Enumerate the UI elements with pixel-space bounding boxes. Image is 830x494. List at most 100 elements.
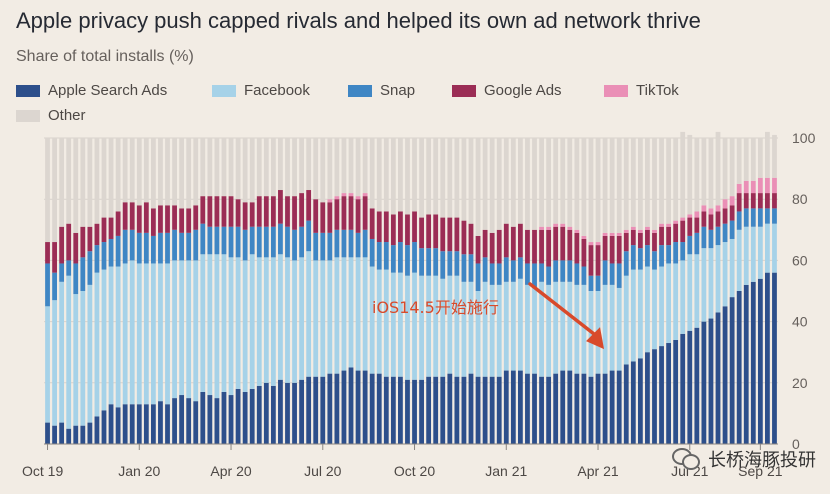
bar-segment	[334, 196, 340, 200]
bar-segment	[602, 232, 608, 236]
bar-segment	[285, 138, 290, 197]
bar-segment	[87, 422, 93, 444]
bar-segment	[45, 138, 50, 243]
bar-segment	[729, 238, 735, 298]
bar-segment	[708, 138, 714, 209]
bar-segment	[673, 339, 679, 444]
bar-segment	[708, 229, 714, 249]
bar-segment	[673, 223, 679, 243]
bar-segment	[482, 138, 488, 230]
bar-segment	[228, 395, 234, 444]
bar-segment	[736, 183, 742, 194]
bar-segment	[503, 370, 509, 444]
annotation-arrow-shaft	[528, 282, 600, 339]
bar-segment	[59, 422, 65, 444]
bar-segment	[757, 177, 763, 194]
bar-segment	[482, 229, 488, 258]
bar-segment	[165, 232, 170, 264]
bar-segment	[581, 238, 587, 267]
bar-segment	[637, 248, 643, 270]
bar-segment	[136, 263, 142, 405]
bar-segment	[595, 245, 601, 276]
bar-segment	[193, 260, 199, 402]
bar-segment	[80, 138, 86, 227]
bar-segment	[588, 242, 594, 246]
bar-segment	[143, 138, 149, 203]
bar-segment	[256, 257, 262, 386]
bar-segment	[362, 229, 368, 258]
bar-segment	[715, 211, 721, 227]
bar-segment	[652, 349, 657, 444]
bar-segment	[278, 254, 283, 380]
bar-segment	[630, 245, 636, 270]
bar-segment	[52, 138, 57, 243]
legend-label: Other	[48, 107, 86, 124]
bar-segment	[327, 373, 333, 444]
bar-segment	[715, 131, 721, 206]
bar-segment	[546, 226, 552, 230]
bar-segment	[412, 211, 417, 243]
bar-segment	[390, 214, 396, 246]
bar-segment	[419, 379, 424, 444]
bar-segment	[560, 370, 566, 444]
bar-segment	[567, 226, 573, 230]
annotation-text: iOS14.5开始施行	[372, 298, 499, 317]
bar-segment	[165, 263, 170, 405]
bar-segment	[729, 220, 735, 239]
bar-segment	[440, 138, 446, 218]
bar-segment	[440, 376, 446, 444]
bar-segment	[652, 229, 657, 233]
bar-segment	[532, 138, 537, 230]
bar-segment	[59, 226, 65, 264]
bar-segment	[313, 376, 319, 444]
bar-segment	[496, 229, 502, 264]
bar-segment	[369, 138, 375, 209]
chart-subtitle: Share of total installs (%)	[16, 48, 194, 65]
bar-segment	[433, 248, 439, 276]
bar-segment	[87, 251, 93, 285]
bar-segment	[158, 138, 163, 206]
bar-segment	[560, 281, 566, 371]
bar-segment	[673, 220, 679, 224]
bar-segment	[228, 226, 234, 258]
bar-segment	[235, 138, 241, 200]
bar-segment	[743, 208, 749, 227]
bar-segment	[652, 138, 657, 230]
bar-segment	[390, 245, 396, 273]
legend-item-facebook: Facebook	[212, 82, 310, 99]
bar-segment	[355, 138, 361, 197]
bar-segment	[398, 376, 403, 444]
bar-segment	[165, 205, 170, 233]
bar-segment	[496, 138, 502, 230]
bar-segment	[637, 269, 643, 359]
bar-segment	[517, 138, 523, 224]
bar-segment	[59, 281, 65, 423]
bar-segment	[320, 376, 326, 444]
bar-segment	[327, 232, 333, 261]
bar-segment	[193, 401, 199, 444]
bar-segment	[186, 398, 192, 444]
bar-segment	[129, 202, 135, 230]
bar-segment	[136, 404, 142, 444]
bar-segment	[757, 278, 763, 444]
bar-segment	[355, 199, 361, 233]
bar-segment	[101, 138, 107, 218]
bar-segment	[235, 226, 241, 258]
bar-segment	[228, 196, 234, 227]
x-tick-label: Jan 21	[485, 463, 527, 479]
bar-segment	[73, 263, 79, 295]
bar-segment	[722, 208, 728, 224]
bar-segment	[772, 193, 777, 209]
bar-segment	[348, 138, 354, 194]
bar-segment	[666, 138, 672, 224]
bar-segment	[765, 223, 770, 273]
bar-segment	[270, 196, 276, 227]
legend-label: Google Ads	[484, 82, 562, 99]
legend-swatch	[604, 84, 628, 97]
bar-segment	[306, 376, 312, 444]
bar-segment	[743, 226, 749, 285]
bar-segment	[334, 257, 340, 374]
bar-segment	[553, 260, 559, 282]
bar-segment	[765, 193, 770, 209]
bar-segment	[376, 373, 382, 444]
